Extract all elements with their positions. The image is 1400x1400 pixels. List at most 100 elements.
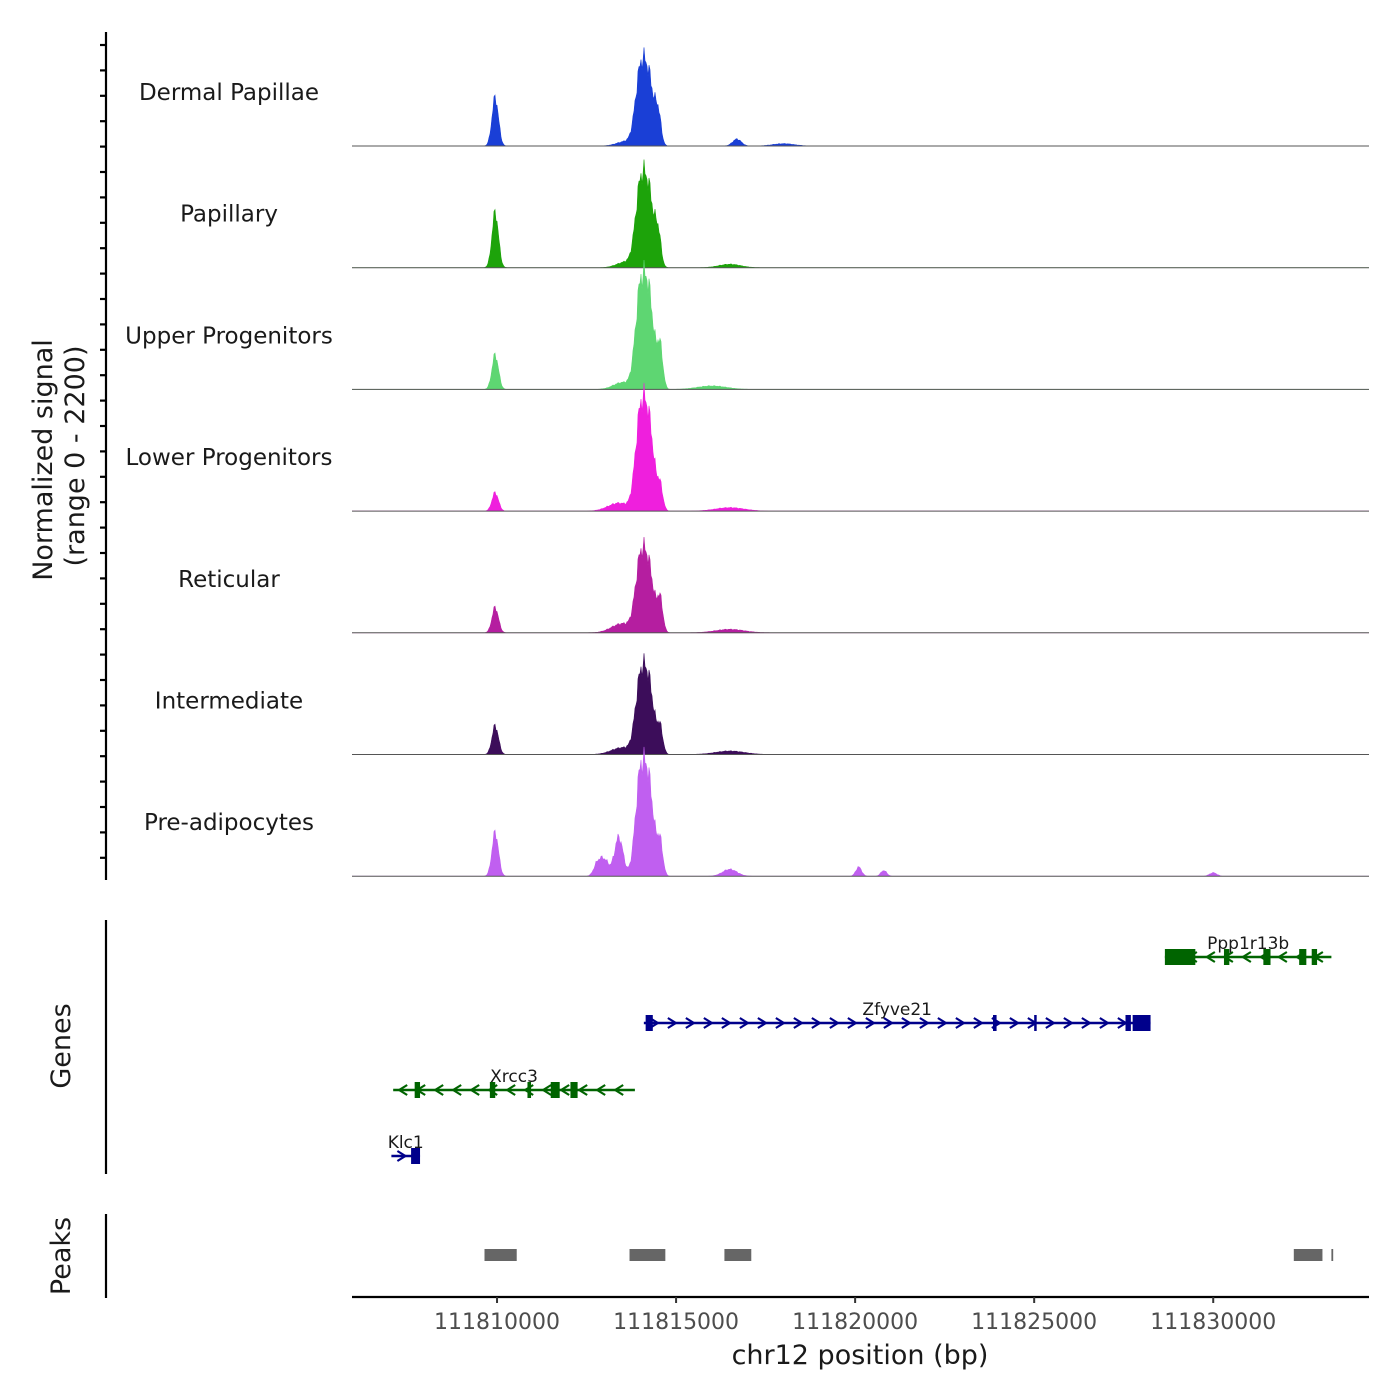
strand-chevron: [1081, 1017, 1092, 1029]
gene-exon: [992, 1015, 997, 1031]
signal-axis: [100, 32, 108, 880]
x-axis-tick-label: 111825000: [971, 1310, 1097, 1335]
coverage-track: Pre-adipocytes: [144, 746, 1369, 877]
strand-chevron: [1276, 951, 1288, 963]
gene-exon: [1263, 949, 1271, 965]
strand-chevron: [901, 1017, 912, 1029]
gene-model: Klc1: [388, 1133, 424, 1164]
peak-region: [629, 1249, 666, 1261]
strand-chevron: [793, 1017, 804, 1029]
strand-chevron: [396, 1150, 408, 1162]
gene-exon: [1132, 1015, 1151, 1031]
peak-region: [1331, 1249, 1334, 1261]
strand-chevron: [559, 1084, 570, 1096]
gene-exon: [411, 1148, 421, 1164]
strand-chevron: [811, 1017, 822, 1029]
coverage-track-label: Upper Progenitors: [125, 323, 333, 349]
strand-chevron: [577, 1084, 588, 1096]
genes-track: Ppp1r13b Zfyve21 Xrcc3 Klc1: [388, 934, 1332, 1164]
coverage-track-label: Pre-adipocytes: [144, 810, 314, 836]
coverage-track-label: Lower Progenitors: [126, 445, 333, 471]
strand-chevron: [919, 1017, 930, 1029]
genes-track-label: Genes: [46, 1003, 77, 1088]
gene-exon: [1299, 949, 1307, 965]
gene-exon: [1125, 1015, 1131, 1031]
strand-chevron: [1063, 1017, 1074, 1029]
coverage-track-label: Dermal Papillae: [139, 80, 319, 106]
gene-exon: [414, 1082, 421, 1098]
coverage-tracks: Dermal Papillae Papillary Upper Progenitor…: [125, 47, 1369, 877]
strand-chevron: [1099, 1017, 1110, 1029]
strand-chevron: [667, 1017, 678, 1029]
strand-chevron: [613, 1084, 624, 1096]
gene-exon: [550, 1082, 560, 1098]
strand-chevron: [1240, 951, 1252, 963]
coverage-track: Intermediate: [155, 653, 1369, 755]
peaks-track: [484, 1249, 1334, 1261]
coverage-track: Papillary: [180, 159, 1369, 269]
peaks-track-label: Peaks: [46, 1217, 77, 1295]
peak-region: [484, 1249, 517, 1261]
strand-chevron: [739, 1017, 750, 1029]
strand-chevron: [721, 1017, 732, 1029]
strand-chevron: [451, 1084, 462, 1096]
x-axis-tick-label: 111815000: [613, 1310, 739, 1335]
gene-exon: [489, 1082, 496, 1098]
strand-chevron: [1009, 1017, 1020, 1029]
signal-axis-title-line2: (range 0 - 2200): [60, 346, 91, 567]
strand-chevron: [595, 1084, 606, 1096]
gene-exon: [1034, 1015, 1037, 1031]
coverage-track: Reticular: [178, 536, 1369, 634]
x-axis-tick-label: 111810000: [434, 1310, 560, 1335]
gene-model: Zfyve21: [643, 1000, 1151, 1031]
signal-axis-title-line1: Normalized signal: [28, 339, 59, 581]
coverage-area: [352, 536, 1369, 634]
strand-chevron: [703, 1017, 714, 1029]
coverage-area: [352, 159, 1369, 268]
strand-chevron: [505, 1084, 516, 1096]
strand-chevron: [937, 1017, 948, 1029]
gene-label: Xrcc3: [490, 1067, 538, 1087]
strand-chevron: [829, 1017, 840, 1029]
gene-exon: [1311, 949, 1318, 965]
peak-region: [1293, 1249, 1323, 1261]
strand-chevron: [685, 1017, 696, 1029]
strand-chevron: [775, 1017, 786, 1029]
signal-axis-ticks: [100, 43, 106, 859]
coverage-track-label: Papillary: [180, 202, 278, 228]
coverage-area: [352, 260, 1369, 390]
coverage-track-label: Reticular: [178, 567, 280, 593]
coverage-area: [352, 382, 1369, 512]
coverage-track-label: Intermediate: [155, 689, 303, 715]
strand-chevron: [433, 1084, 444, 1096]
gene-label: Zfyve21: [862, 1000, 932, 1020]
coverage-track: Lower Progenitors: [126, 382, 1369, 512]
x-axis-ticks: 111810000 111815000 111820000 111825000 1118…: [434, 1297, 1276, 1335]
gene-model: Xrcc3: [393, 1067, 635, 1098]
coverage-track: Dermal Papillae: [139, 47, 1369, 147]
strand-chevron: [847, 1017, 858, 1029]
gene-exon: [570, 1082, 578, 1098]
strand-chevron: [955, 1017, 966, 1029]
x-axis-tick-label: 111820000: [792, 1310, 918, 1335]
gene-exon: [1223, 949, 1230, 965]
strand-chevron: [1204, 951, 1216, 963]
coverage-track: Upper Progenitors: [125, 260, 1369, 390]
gene-label: Ppp1r13b: [1207, 934, 1289, 954]
coverage-area: [352, 746, 1369, 877]
coverage-area: [352, 653, 1369, 755]
peak-region: [724, 1249, 752, 1261]
strand-chevron: [397, 1084, 408, 1096]
gene-exon: [1164, 949, 1196, 965]
gene-label: Klc1: [388, 1133, 424, 1153]
coverage-area: [352, 47, 1369, 147]
strand-chevron: [757, 1017, 768, 1029]
strand-chevron: [541, 1084, 552, 1096]
gene-model: Ppp1r13b: [1164, 934, 1332, 965]
x-axis-title: chr12 position (bp): [732, 1340, 989, 1371]
strand-chevron: [469, 1084, 480, 1096]
gene-exon: [645, 1015, 653, 1031]
strand-chevron: [865, 1017, 876, 1029]
strand-chevron: [973, 1017, 984, 1029]
